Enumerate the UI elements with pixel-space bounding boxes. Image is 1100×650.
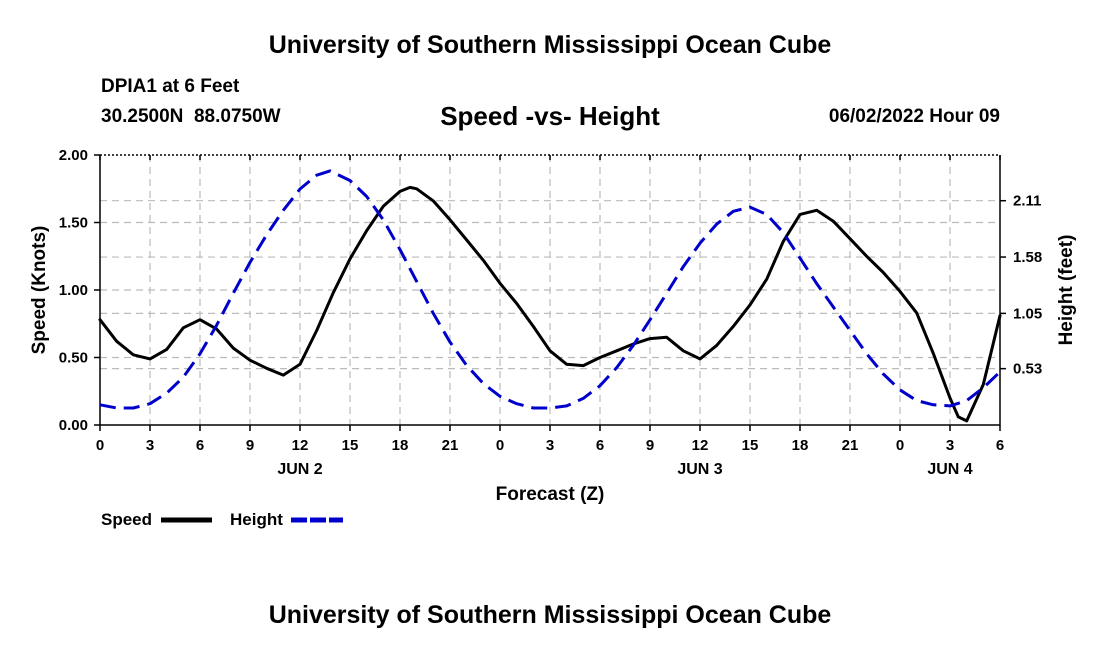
day-label: JUN 4 [927, 461, 972, 478]
y-tick-label: 1.50 [59, 215, 88, 232]
coordinates-label: 30.2500N 88.0750W [101, 106, 281, 127]
y2-axis-label: Height (feet) [1056, 235, 1077, 346]
day-label: JUN 3 [677, 461, 722, 478]
y-tick-label: 1.00 [59, 282, 88, 299]
chart-title: Speed -vs- Height [440, 101, 660, 131]
x-tick-label: 9 [646, 437, 654, 454]
x-tick-label: 18 [792, 437, 809, 454]
y-tick-label: 0.50 [59, 350, 88, 367]
x-tick-label: 12 [692, 437, 709, 454]
x-tick-label: 6 [196, 437, 204, 454]
series-line-speed [98, 185, 1002, 423]
x-tick-label: 9 [246, 437, 254, 454]
y2-tick-label: 1.05 [1013, 305, 1042, 322]
legend-speed-label: Speed [101, 510, 152, 529]
y-axis-label: Speed (Knots) [29, 226, 50, 355]
x-tick-label: 15 [342, 437, 359, 454]
x-tick-label: 3 [546, 437, 554, 454]
x-tick-label: 18 [392, 437, 409, 454]
page-title: University of Southern Mississippi Ocean… [268, 31, 832, 59]
x-tick-label: 0 [496, 437, 504, 454]
x-tick-label: 12 [292, 437, 309, 454]
footer-title: University of Southern Mississippi Ocean… [268, 601, 832, 629]
x-tick-label: 21 [442, 437, 459, 454]
x-tick-label: 21 [842, 437, 859, 454]
y2-tick-label: 0.53 [1013, 361, 1042, 378]
forecast-datetime: 06/02/2022 Hour 09 [828, 106, 1000, 127]
x-tick-label: 15 [742, 437, 759, 454]
y-tick-label: 0.00 [59, 417, 88, 434]
x-tick-label: 6 [596, 437, 604, 454]
x-axis-label: Forecast (Z) [496, 484, 605, 505]
day-label: JUN 2 [277, 461, 322, 478]
x-tick-label: 3 [946, 437, 954, 454]
y2-tick-label: 1.58 [1013, 249, 1042, 266]
legend-height-label: Height [230, 510, 283, 529]
series-line-height [99, 169, 1002, 410]
x-tick-label: 0 [96, 437, 104, 454]
station-label: DPIA1 at 6 Feet [101, 76, 240, 97]
y2-tick-label: 2.11 [1013, 193, 1041, 210]
x-tick-label: 6 [996, 437, 1004, 454]
x-tick-label: 0 [896, 437, 904, 454]
y-tick-label: 2.00 [59, 147, 88, 164]
x-tick-label: 3 [146, 437, 154, 454]
